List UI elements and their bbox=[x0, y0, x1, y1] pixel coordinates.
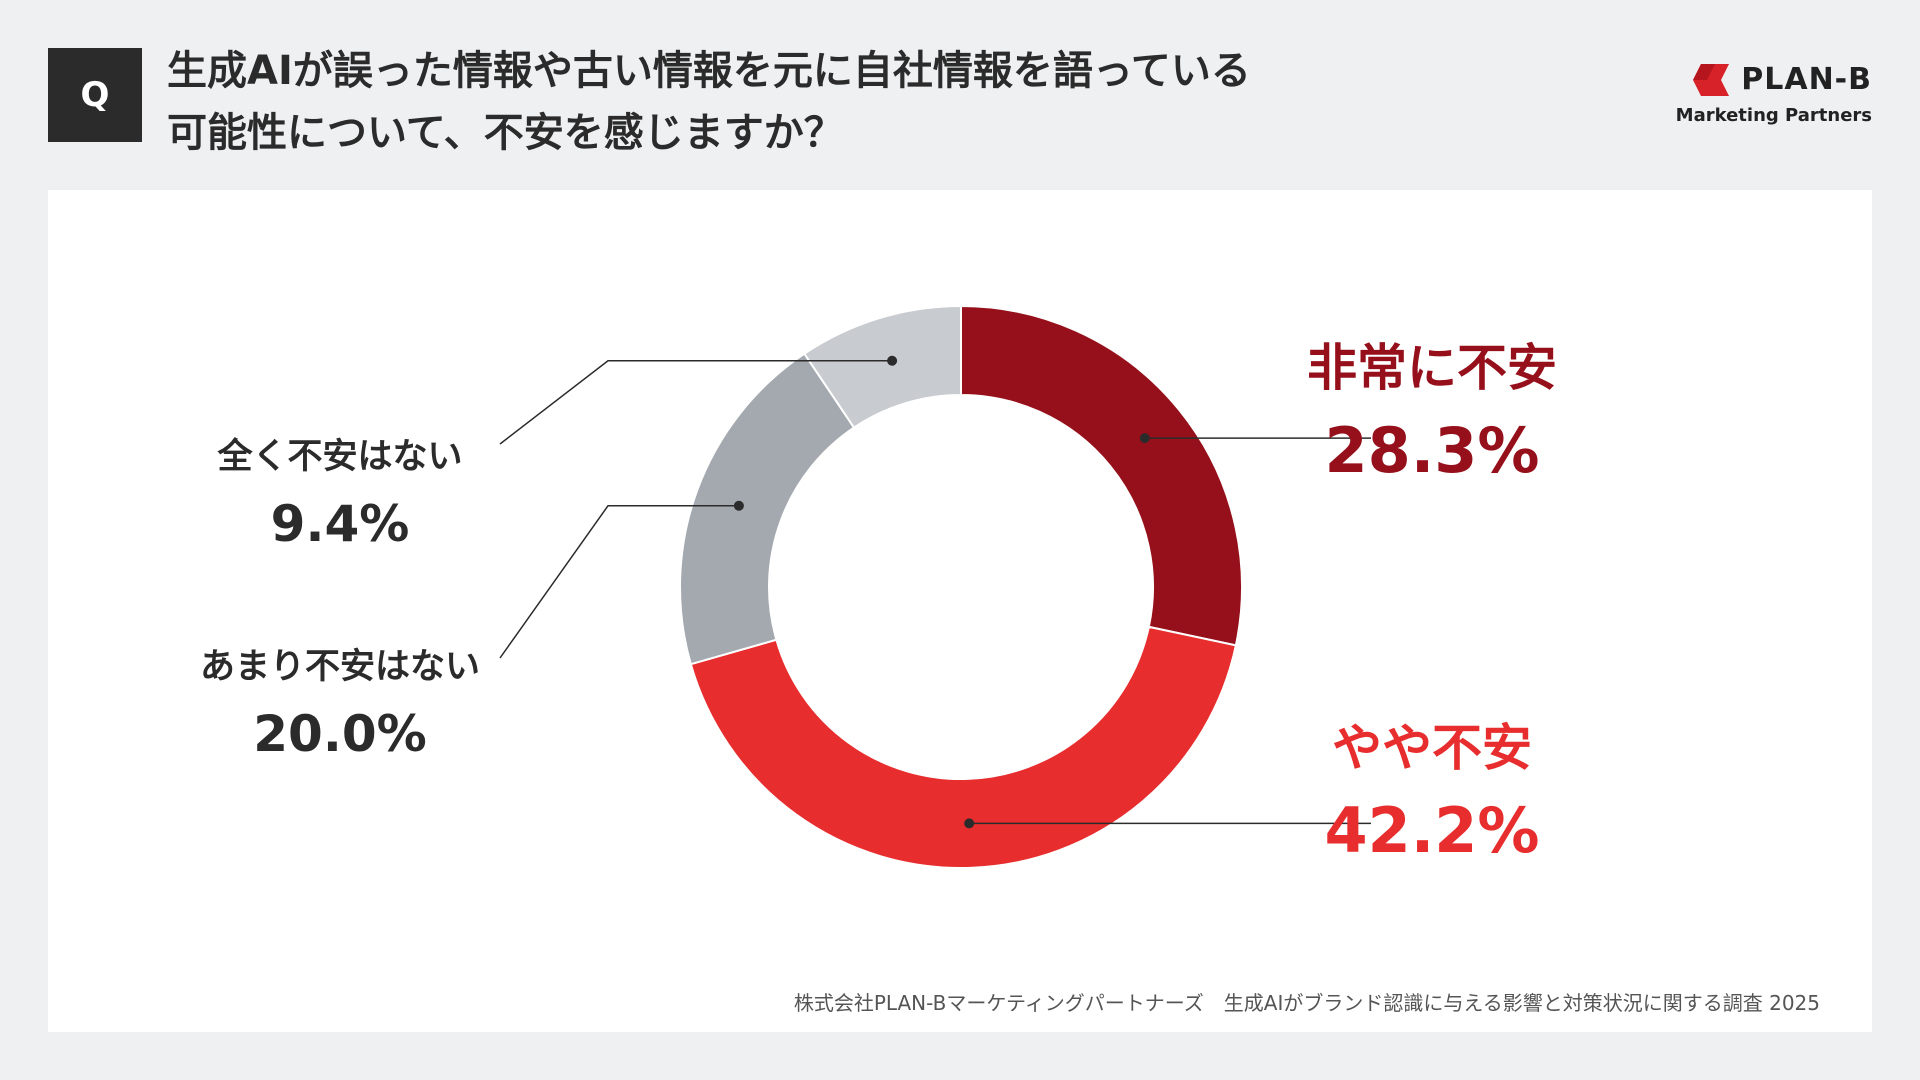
label-very-anxious: 非常に不安 28.3% bbox=[1282, 328, 1582, 487]
logo-subtitle: Marketing Partners bbox=[1675, 105, 1872, 126]
value-label: 9.4% bbox=[270, 495, 410, 553]
label-somewhat-anxious: やや不安 42.2% bbox=[1282, 708, 1582, 867]
value-label: 28.3% bbox=[1324, 414, 1540, 487]
planb-logo-icon bbox=[1693, 63, 1730, 96]
leader-somewhat-anxious-dot bbox=[964, 818, 975, 829]
category-label: やや不安 bbox=[1332, 719, 1532, 777]
slice-somewhat-anxious bbox=[689, 625, 1238, 869]
question-badge: Q bbox=[48, 48, 142, 142]
leader-not-anxious-at-all bbox=[499, 360, 893, 445]
category-label: あまり不安はない bbox=[199, 647, 480, 687]
slice-not-very-anxious bbox=[679, 352, 856, 666]
label-not-anxious-at-all: 全く不安はない 9.4% bbox=[180, 428, 500, 553]
source-note: 株式会社PLAN-Bマーケティングパートナーズ 生成AIがブランド認識に与える影… bbox=[793, 991, 1820, 1015]
question-line-2: 可能性について、不安を感じますか？ bbox=[167, 110, 844, 156]
slice-not-anxious-at-all bbox=[802, 304, 962, 429]
slice-very-anxious bbox=[960, 304, 1243, 647]
leader-not-anxious-at-all-dot bbox=[887, 355, 898, 366]
leader-not-very-anxious-dot bbox=[733, 500, 744, 511]
category-label: 非常に不安 bbox=[1307, 339, 1557, 397]
company-logo: PLAN-B Marketing Partners bbox=[1672, 62, 1872, 126]
question-title: 生成AIが誤った情報や古い情報を元に自社情報を語っている 可能性について、不安を… bbox=[167, 40, 1467, 164]
label-not-very-anxious: あまり不安はない 20.0% bbox=[180, 638, 500, 763]
leader-very-anxious-dot bbox=[1139, 433, 1150, 444]
donut-chart bbox=[499, 304, 1371, 869]
question-line-1: 生成AIが誤った情報や古い情報を元に自社情報を語っている bbox=[167, 48, 1251, 94]
category-label: 全く不安はない bbox=[217, 437, 463, 477]
chart-card: 非常に不安 28.3% やや不安 42.2% あまり不安はない 20.0% 全く… bbox=[48, 190, 1872, 1032]
logo-name: PLAN-B bbox=[1741, 62, 1872, 97]
value-label: 42.2% bbox=[1324, 794, 1540, 867]
value-label: 20.0% bbox=[253, 705, 427, 763]
leader-not-very-anxious bbox=[499, 505, 739, 659]
